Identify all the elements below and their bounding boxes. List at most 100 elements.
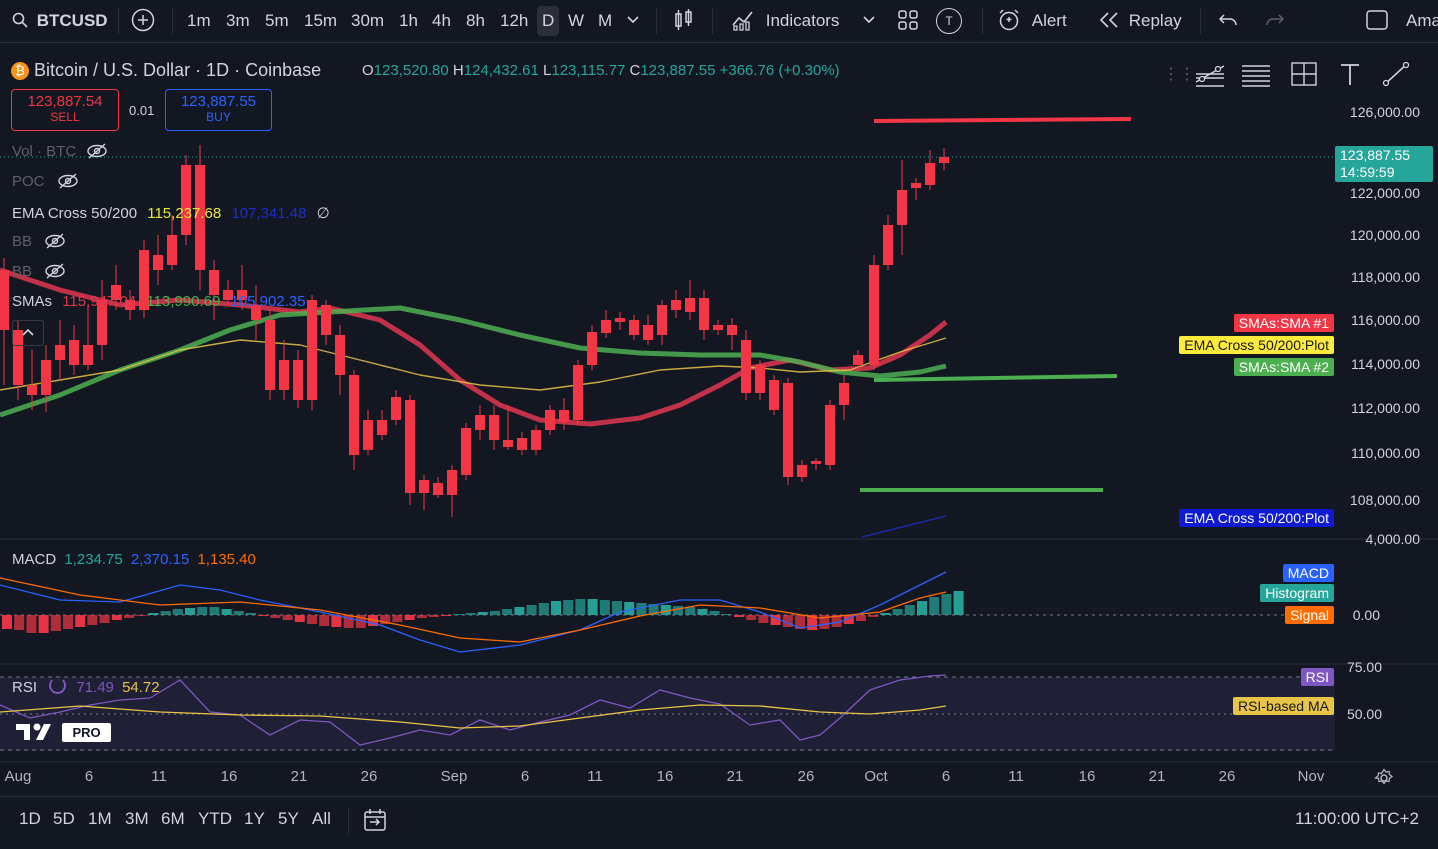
macd-histogram-bar xyxy=(880,613,891,615)
drag-handle-icon[interactable]: ⋮⋮ xyxy=(1163,66,1195,83)
candle-body xyxy=(181,165,191,235)
macd-histogram-bar xyxy=(282,615,293,620)
buy-button[interactable]: 123,887.55 BUY xyxy=(165,89,272,131)
goto-date-button[interactable] xyxy=(362,807,388,838)
interval-15m[interactable]: 15m xyxy=(304,11,338,30)
undo-button[interactable] xyxy=(1218,6,1238,36)
indicators-button[interactable]: Indicators xyxy=(731,6,839,36)
candle-body xyxy=(321,305,331,335)
replay-button[interactable]: Replay xyxy=(1098,6,1182,36)
macd-histogram-bar xyxy=(246,613,256,615)
interval-1h[interactable]: 1h xyxy=(399,11,418,30)
time-label: 16 xyxy=(220,768,238,785)
macd-histogram-bar xyxy=(831,615,842,627)
indicators-icon xyxy=(732,11,753,31)
macd-histogram-bar xyxy=(660,605,671,615)
ema-legend[interactable]: EMA Cross 50/200 115,237.68 107,341.48 ∅ xyxy=(12,204,330,222)
fib-tool-icon[interactable] xyxy=(1239,58,1273,90)
range-ytd[interactable]: YTD xyxy=(198,809,232,828)
interval-3m[interactable]: 3m xyxy=(226,11,250,30)
macd-histogram-bar xyxy=(673,606,683,615)
brush-tool-icon[interactable] xyxy=(1379,58,1413,90)
layouts-button[interactable] xyxy=(897,6,919,36)
macd-histogram-bar xyxy=(209,607,220,615)
time-label: Aug xyxy=(4,768,32,785)
range-all[interactable]: All xyxy=(312,809,331,828)
bottom-toolbar: 1D 5D 1M 3M 6M YTD 1Y 5Y All 11:00:00 UT… xyxy=(0,796,1438,849)
text-tool-icon[interactable] xyxy=(1333,58,1367,90)
range-1y[interactable]: 1Y xyxy=(244,809,265,828)
interval-12h[interactable]: 12h xyxy=(500,11,529,30)
interval-4h[interactable]: 4h xyxy=(432,11,451,30)
trend-line-tool-icon[interactable] xyxy=(1193,58,1227,90)
range-5d[interactable]: 5D xyxy=(53,809,75,828)
bb-legend-1[interactable]: BB xyxy=(12,233,66,250)
compare-button[interactable] xyxy=(131,6,155,36)
interval-w[interactable]: W xyxy=(568,11,585,30)
templates-button[interactable]: T xyxy=(936,6,962,36)
range-6m[interactable]: 6M xyxy=(161,809,185,828)
interval-8h[interactable]: 8h xyxy=(466,11,485,30)
measure-tool-icon[interactable] xyxy=(1287,58,1321,90)
macd-histogram-bar xyxy=(941,594,952,615)
vol-legend[interactable]: Vol · BTC xyxy=(12,143,108,160)
smas-legend[interactable]: SMAs 115,947.04 113,990.69 105,902.35 xyxy=(12,293,306,310)
account-label[interactable]: Ama xyxy=(1406,11,1438,30)
indicators-dropdown[interactable] xyxy=(862,6,876,36)
rsi-75-label: 75.00 xyxy=(1346,659,1382,675)
macd-histogram-bar xyxy=(441,615,452,616)
chart-settings-button[interactable] xyxy=(1373,768,1394,793)
chart-type-button[interactable] xyxy=(673,6,695,36)
macd-histogram-bar xyxy=(26,615,37,633)
range-1d[interactable]: 1D xyxy=(19,809,41,828)
low-value: 123,115.77 xyxy=(551,62,626,79)
candle-body xyxy=(349,375,359,455)
macd-histogram-bar xyxy=(319,615,330,626)
macd-histogram-bar xyxy=(526,605,537,615)
range-3m[interactable]: 3M xyxy=(125,809,149,828)
eye-off-icon xyxy=(45,233,65,249)
poc-legend[interactable]: POC xyxy=(12,173,79,190)
low-label: L xyxy=(543,62,552,79)
tradingview-logo[interactable]: PRO xyxy=(14,721,111,745)
candle-body xyxy=(489,415,499,440)
utc-clock[interactable]: 11:00:00 UTC+2 xyxy=(1295,809,1419,828)
sell-button[interactable]: 123,887.54 SELL xyxy=(11,89,119,131)
interval-1m[interactable]: 1m xyxy=(187,11,211,30)
indicators-label: Indicators xyxy=(765,11,840,30)
candle-body xyxy=(769,380,779,410)
time-label: 16 xyxy=(1078,768,1096,785)
fullscreen-button[interactable] xyxy=(1365,6,1389,36)
interval-d[interactable]: D xyxy=(537,6,560,36)
symbol-legend[interactable]: ₿ Bitcoin / U.S. Dollar · 1D · Coinbase xyxy=(11,60,321,81)
candle-body xyxy=(629,320,639,335)
price-chart-canvas[interactable] xyxy=(0,43,1438,795)
macd-histogram-bar xyxy=(770,615,781,625)
chevron-down-icon xyxy=(627,16,639,24)
poc-label: POC xyxy=(12,173,45,190)
macd-legend[interactable]: MACD 1,234.75 2,370.15 1,135.40 xyxy=(12,551,256,568)
symbol-search[interactable]: BTCUSD xyxy=(12,6,108,36)
redo-button[interactable] xyxy=(1265,6,1285,36)
signal-line xyxy=(0,577,947,643)
range-5y[interactable]: 5Y xyxy=(278,809,299,828)
candle-body xyxy=(685,298,695,312)
macd-histogram-bar xyxy=(197,607,208,615)
t-badge: T xyxy=(936,8,962,34)
candle-body xyxy=(391,397,401,420)
interval-m[interactable]: M xyxy=(598,11,613,30)
rsi-legend[interactable]: RSI 71.49 54.72 xyxy=(12,677,160,696)
alert-button[interactable]: Alert xyxy=(997,6,1067,36)
time-label: Oct xyxy=(864,768,888,785)
collapse-legend-button[interactable] xyxy=(12,320,44,346)
interval-dropdown[interactable] xyxy=(626,6,640,36)
interval-30m[interactable]: 30m xyxy=(351,11,385,30)
candle-body xyxy=(293,360,303,400)
macd-histogram-bar xyxy=(538,603,549,615)
macd-histogram-bar xyxy=(258,615,269,616)
range-1m[interactable]: 1M xyxy=(88,809,112,828)
macd-histogram-bar xyxy=(172,609,183,615)
interval-5m[interactable]: 5m xyxy=(265,11,289,30)
macd-histogram-bar xyxy=(233,611,244,615)
bb-legend-2[interactable]: BB xyxy=(12,263,66,280)
